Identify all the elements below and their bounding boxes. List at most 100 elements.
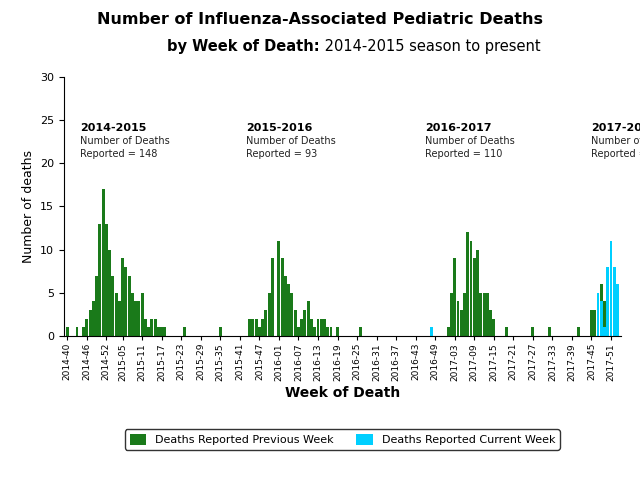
Bar: [287, 284, 290, 336]
Bar: [330, 327, 332, 336]
Bar: [183, 327, 186, 336]
Bar: [157, 327, 160, 336]
Bar: [359, 327, 362, 336]
Bar: [486, 293, 489, 336]
Bar: [603, 301, 606, 336]
Bar: [317, 319, 319, 336]
Bar: [590, 310, 593, 336]
Text: by Week of Death:: by Week of Death:: [168, 39, 320, 54]
Bar: [476, 250, 479, 336]
Bar: [255, 319, 257, 336]
Bar: [431, 327, 433, 336]
Bar: [95, 276, 98, 336]
Bar: [297, 327, 300, 336]
Bar: [111, 276, 115, 336]
Bar: [131, 293, 134, 336]
Bar: [483, 293, 486, 336]
Bar: [219, 327, 221, 336]
Bar: [613, 267, 616, 336]
Bar: [300, 319, 303, 336]
X-axis label: Week of Death: Week of Death: [285, 386, 400, 400]
Bar: [313, 327, 316, 336]
Bar: [76, 327, 79, 336]
Bar: [593, 310, 596, 336]
Bar: [303, 310, 307, 336]
Bar: [138, 301, 140, 336]
Bar: [102, 189, 104, 336]
Bar: [271, 258, 274, 336]
Bar: [326, 327, 329, 336]
Bar: [467, 232, 469, 336]
Bar: [463, 293, 466, 336]
Bar: [479, 293, 483, 336]
Bar: [82, 327, 85, 336]
Text: 2015-2016: 2015-2016: [246, 123, 313, 133]
Bar: [596, 293, 600, 336]
Bar: [252, 319, 254, 336]
Bar: [141, 293, 143, 336]
Bar: [600, 284, 603, 336]
Bar: [531, 327, 534, 336]
Bar: [291, 293, 293, 336]
Bar: [284, 276, 287, 336]
Bar: [144, 319, 147, 336]
Bar: [310, 319, 313, 336]
Bar: [609, 241, 612, 336]
Bar: [307, 301, 310, 336]
Y-axis label: Number of deaths: Number of deaths: [22, 150, 35, 263]
Bar: [277, 241, 280, 336]
Text: Number of Deaths
Reported = 93: Number of Deaths Reported = 93: [246, 135, 336, 159]
Bar: [105, 224, 108, 336]
Bar: [127, 276, 131, 336]
Bar: [258, 327, 261, 336]
Bar: [134, 301, 137, 336]
Bar: [473, 258, 476, 336]
Bar: [600, 301, 603, 336]
Text: 2014-2015 season to present: 2014-2015 season to present: [320, 39, 541, 54]
Text: 2017-2018: 2017-2018: [591, 123, 640, 133]
Bar: [548, 327, 550, 336]
Bar: [268, 293, 271, 336]
Text: Number of Deaths
Reported = 53: Number of Deaths Reported = 53: [591, 135, 640, 159]
Bar: [320, 319, 323, 336]
Bar: [470, 241, 472, 336]
Bar: [248, 319, 251, 336]
Bar: [603, 327, 606, 336]
Bar: [147, 327, 150, 336]
Bar: [492, 319, 495, 336]
Bar: [577, 327, 580, 336]
Legend: Deaths Reported Previous Week, Deaths Reported Current Week: Deaths Reported Previous Week, Deaths Re…: [125, 429, 559, 450]
Bar: [606, 267, 609, 336]
Bar: [66, 327, 68, 336]
Bar: [108, 250, 111, 336]
Bar: [336, 327, 339, 336]
Bar: [323, 319, 326, 336]
Text: 2014-2015: 2014-2015: [80, 123, 147, 133]
Bar: [154, 319, 157, 336]
Bar: [124, 267, 127, 336]
Bar: [489, 310, 492, 336]
Bar: [294, 310, 297, 336]
Bar: [99, 224, 101, 336]
Bar: [85, 319, 88, 336]
Bar: [150, 319, 154, 336]
Bar: [264, 310, 268, 336]
Bar: [616, 284, 619, 336]
Bar: [115, 293, 118, 336]
Bar: [88, 310, 92, 336]
Text: 2016-2017: 2016-2017: [426, 123, 492, 133]
Text: Number of Deaths
Reported = 110: Number of Deaths Reported = 110: [426, 135, 515, 159]
Bar: [450, 293, 453, 336]
Bar: [121, 258, 124, 336]
Bar: [92, 301, 95, 336]
Text: Number of Influenza-Associated Pediatric Deaths: Number of Influenza-Associated Pediatric…: [97, 12, 543, 27]
Bar: [281, 258, 284, 336]
Bar: [506, 327, 508, 336]
Bar: [447, 327, 450, 336]
Bar: [118, 301, 121, 336]
Bar: [456, 301, 460, 336]
Bar: [453, 258, 456, 336]
Bar: [160, 327, 163, 336]
Bar: [261, 319, 264, 336]
Bar: [431, 327, 433, 336]
